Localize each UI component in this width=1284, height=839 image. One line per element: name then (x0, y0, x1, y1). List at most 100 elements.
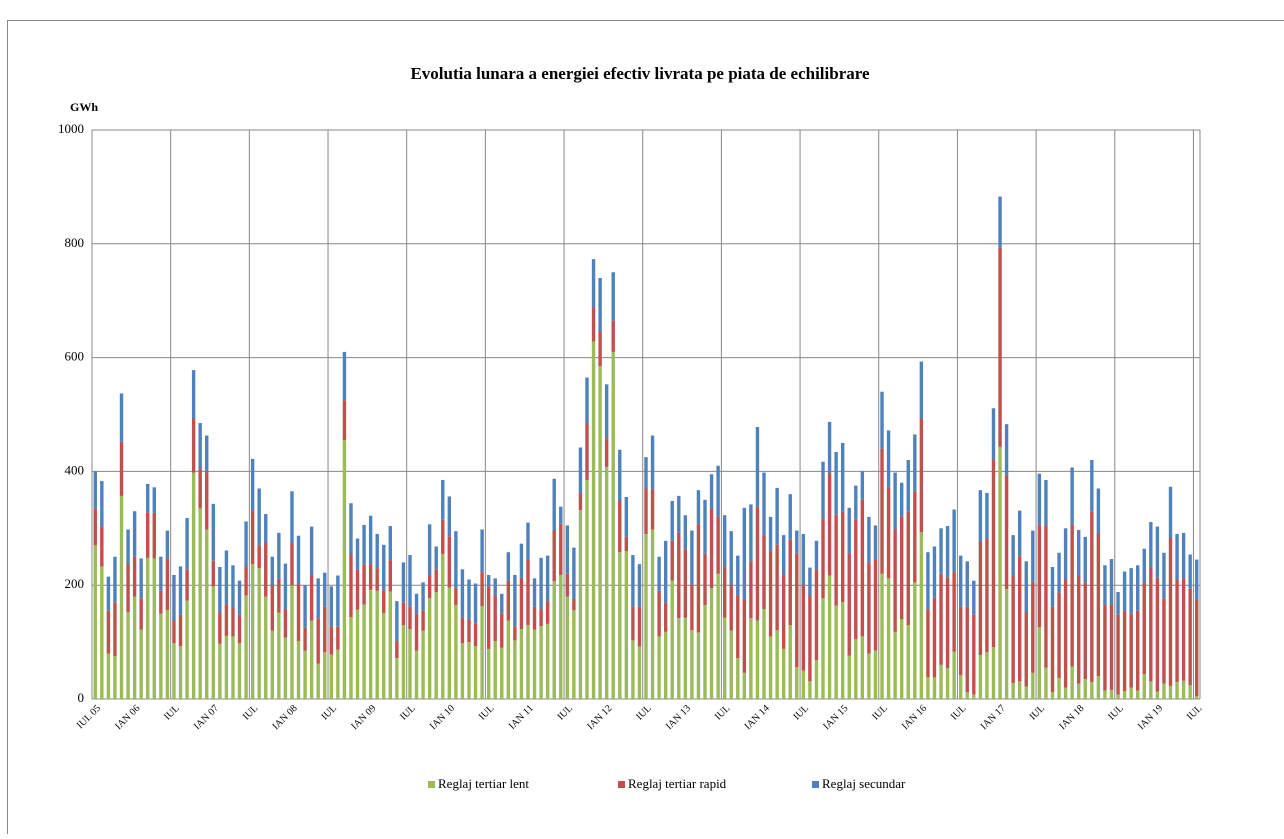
bar-segment (657, 557, 660, 591)
bar-segment (1162, 598, 1165, 683)
bar-segment (677, 618, 680, 699)
bar-segment (775, 545, 778, 630)
bar-segment (913, 491, 916, 582)
bar-segment (802, 585, 805, 670)
bar-segment (467, 619, 470, 642)
bar-segment (992, 647, 995, 699)
bar-segment (205, 436, 208, 473)
bar-segment (146, 512, 149, 558)
bar-segment (185, 569, 188, 600)
bar-segment (487, 575, 490, 586)
bar-segment (139, 598, 142, 629)
x-tick-label: IAN 18 (1057, 703, 1086, 732)
bar-segment (1044, 525, 1047, 667)
bar-segment (1051, 692, 1054, 699)
x-tick-label: IUL (1185, 703, 1205, 723)
bar-segment (1162, 553, 1165, 599)
bar-segment (631, 606, 634, 640)
bar-segment (159, 557, 162, 591)
bar-segment (1011, 535, 1014, 575)
bar-segment (494, 641, 497, 699)
bar-segment (887, 487, 890, 578)
bar-segment (808, 596, 811, 681)
bar-segment (1110, 690, 1113, 699)
bar-segment (684, 549, 687, 617)
bar-segment (1136, 611, 1139, 691)
bar-segment (834, 606, 837, 699)
bar-segment (959, 675, 962, 699)
bar-segment (1156, 692, 1159, 699)
bar-segment (671, 541, 674, 581)
bar-segment (277, 613, 280, 699)
legend-label: Reglaj tertiar rapid (628, 776, 727, 791)
bar-segment (316, 578, 319, 618)
bar-segment (874, 651, 877, 699)
bar-segment (743, 599, 746, 673)
bar-segment (1097, 488, 1100, 534)
bar-segment (533, 578, 536, 606)
bar-segment (172, 643, 175, 699)
bar-segment (238, 581, 241, 615)
bar-segment (271, 557, 274, 585)
bar-segment (566, 574, 569, 597)
bar-segment (454, 531, 457, 588)
bar-segment (375, 568, 378, 591)
bar-segment (1195, 560, 1198, 600)
bar-segment (867, 562, 870, 653)
bar-segment (1162, 684, 1165, 699)
bar-segment (507, 552, 510, 580)
bar-segment (972, 581, 975, 615)
bar-segment (553, 479, 556, 530)
bar-segment (907, 625, 910, 699)
x-tick-label: IAN 16 (900, 703, 929, 732)
bar-segment (480, 572, 483, 606)
bar-segment (1129, 688, 1132, 699)
bar-segment (1038, 525, 1041, 627)
bar-segment (198, 508, 201, 699)
bar-segment (441, 554, 444, 699)
bar-segment (861, 636, 864, 699)
bar-segment (1064, 528, 1067, 579)
bar-segment (769, 517, 772, 551)
bar-segment (271, 631, 274, 699)
bar-segment (487, 586, 490, 649)
bar-segment (743, 673, 746, 699)
bar-segment (369, 516, 372, 564)
bar-segment (1044, 668, 1047, 699)
bar-segment (408, 555, 411, 606)
bar-segment (703, 500, 706, 554)
bar-segment (1011, 575, 1014, 683)
bar-segment (756, 507, 759, 621)
bar-segment (1156, 527, 1159, 578)
bar-segment (513, 575, 516, 626)
bar-segment (887, 430, 890, 487)
bar-segment (861, 471, 864, 499)
bar-segment (330, 655, 333, 699)
bar-segment (749, 561, 752, 618)
bar-segment (1169, 538, 1172, 686)
bar-segment (225, 605, 228, 636)
y-tick-label: 600 (65, 349, 85, 364)
bar-segment (323, 607, 326, 653)
bar-segment (644, 457, 647, 488)
bar-segment (939, 574, 942, 665)
bar-segment (198, 469, 201, 509)
bar-segment (238, 643, 241, 699)
bar-segment (1097, 676, 1100, 699)
bar-segment (539, 558, 542, 609)
bar-segment (1077, 684, 1080, 699)
bar-segment (821, 519, 824, 599)
bar-segment (749, 618, 752, 699)
bar-segment (277, 533, 280, 579)
bar-segment (605, 467, 608, 699)
x-tick-label: IUL (556, 703, 576, 723)
bar-segment (880, 574, 883, 699)
bar-segment (264, 597, 267, 699)
bar-segment (94, 545, 97, 699)
bar-segment (205, 529, 208, 699)
bar-segment (428, 524, 431, 575)
bar-segment (585, 480, 588, 699)
bar-segment (225, 550, 228, 604)
y-tick-label: 200 (65, 576, 85, 591)
bar-segment (336, 627, 339, 650)
